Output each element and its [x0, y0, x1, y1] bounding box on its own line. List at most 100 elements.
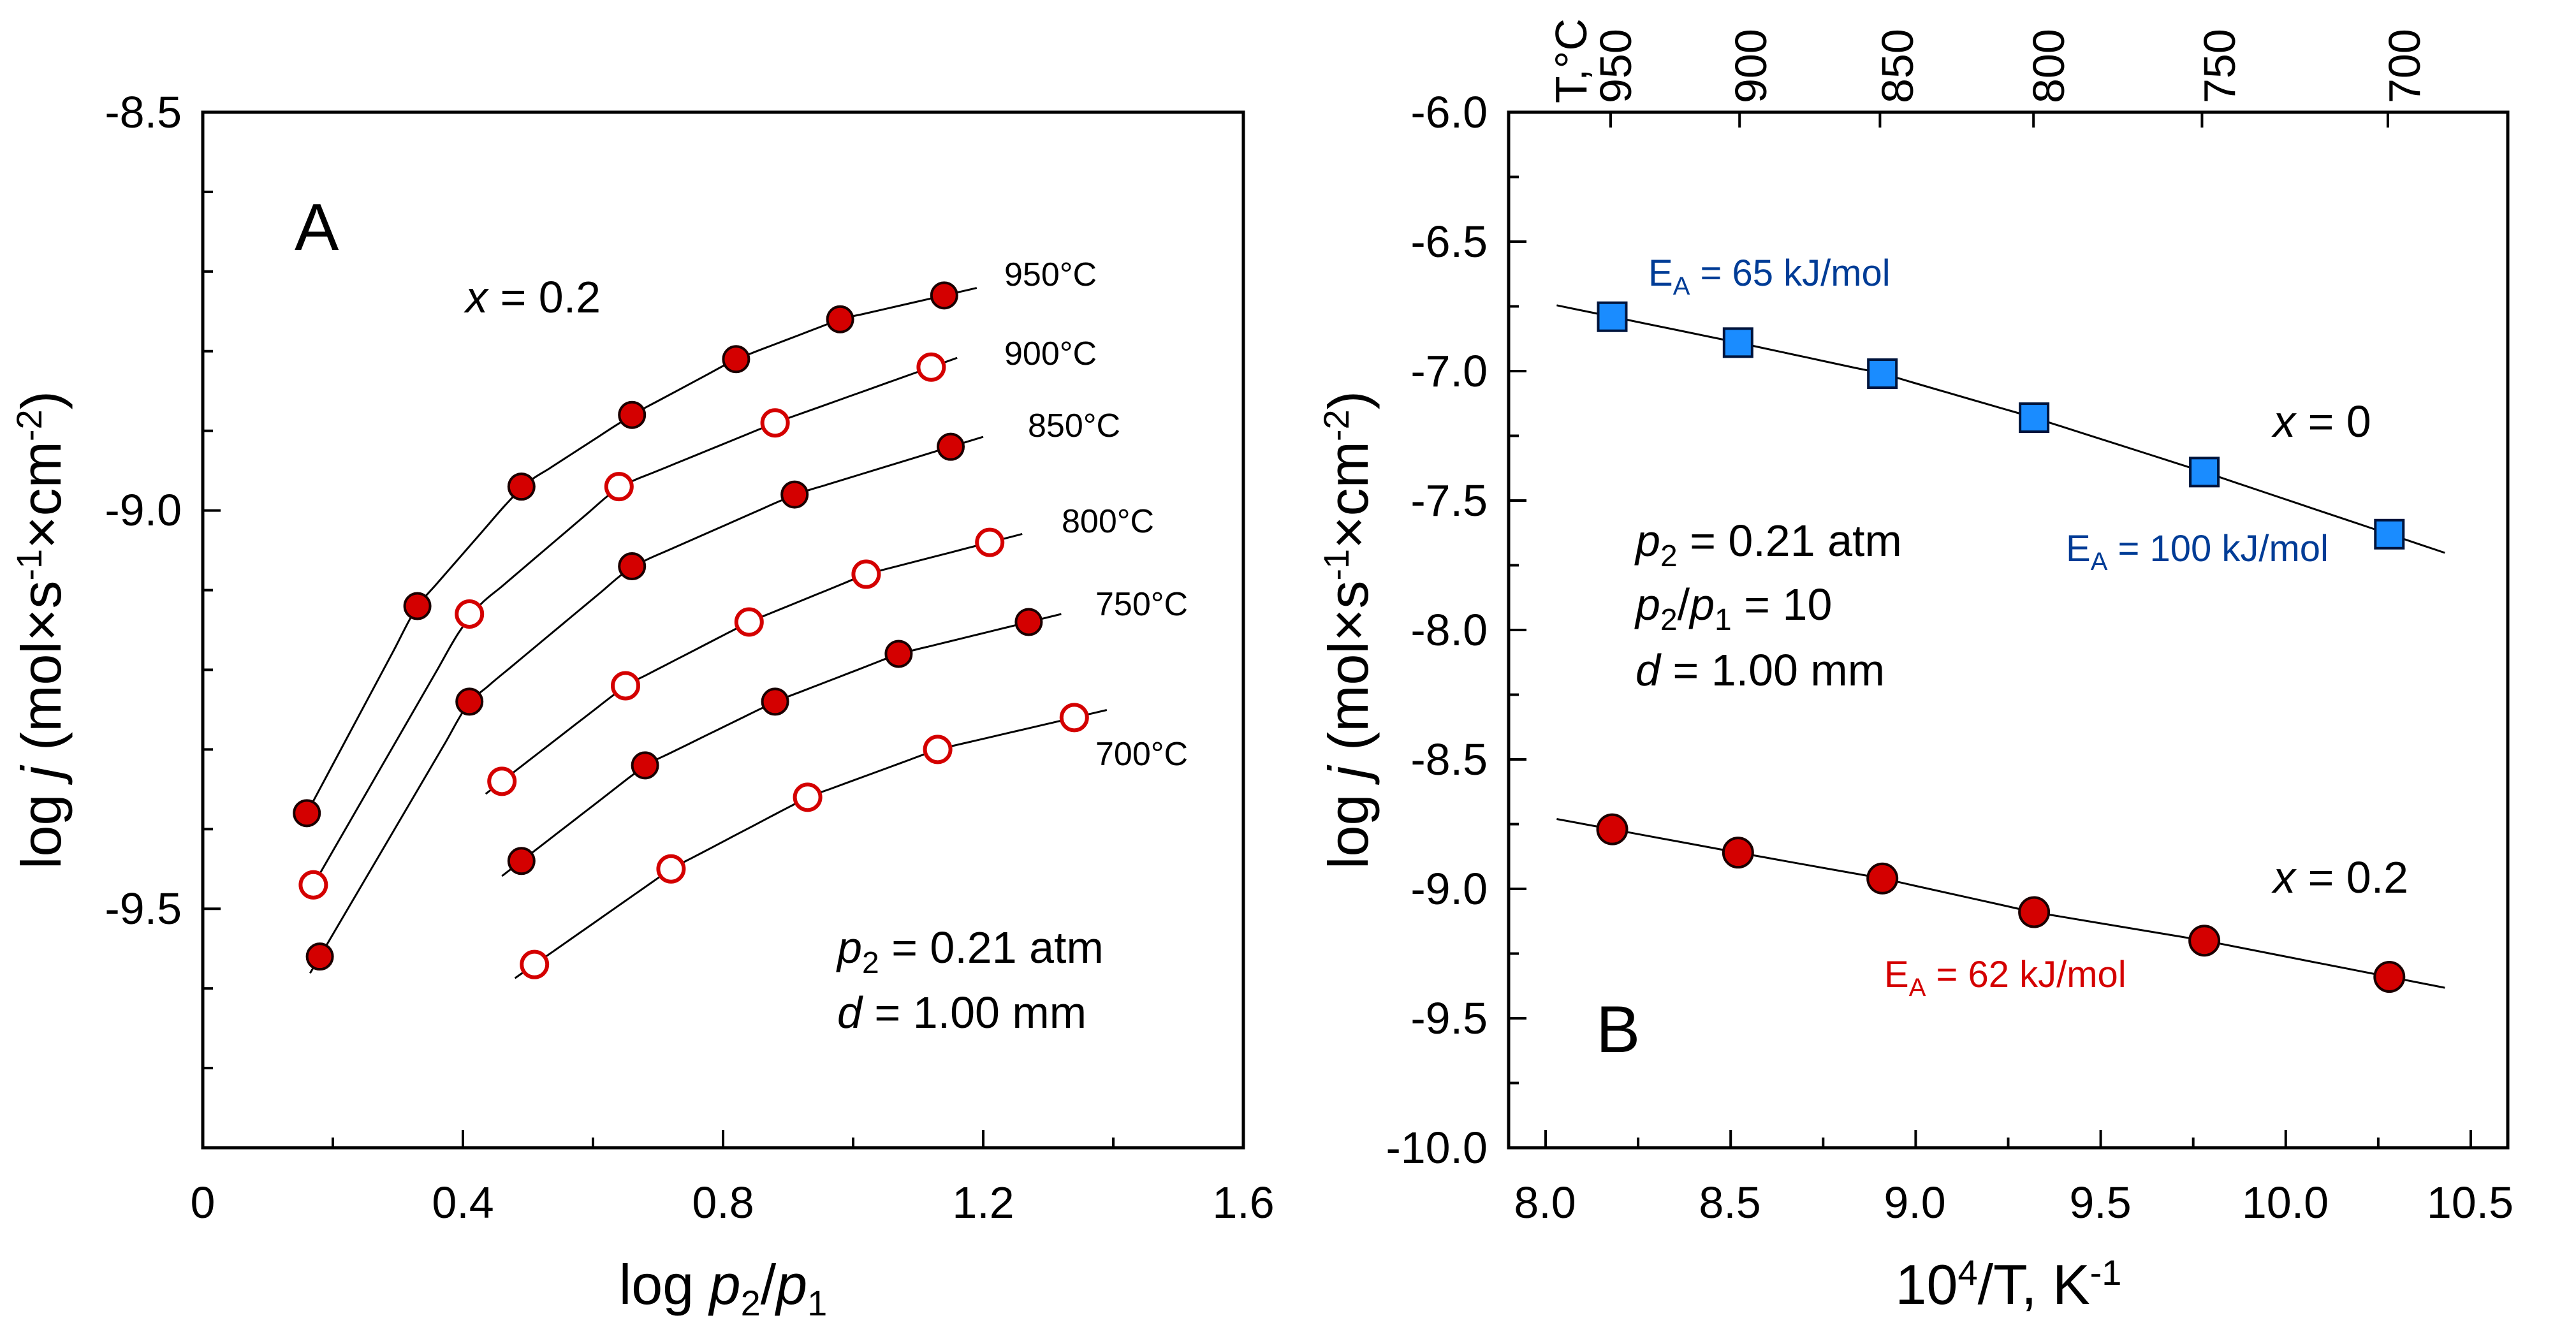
series-label-950: 950°C: [1004, 256, 1097, 293]
data-point-850c: [455, 687, 484, 716]
data-point-950c: [618, 400, 647, 429]
data-point-900c: [604, 472, 634, 502]
data-point-800c: [975, 527, 1005, 557]
data-point-950c: [507, 472, 536, 501]
data-point-850c: [780, 480, 809, 509]
data-point-950c: [722, 345, 750, 374]
data-point-900c: [455, 599, 485, 629]
panel-b-condition-pressure: p2 = 0.21 atm: [1634, 516, 1902, 573]
panel-a-ytick-2: -9.5: [105, 884, 182, 933]
data-point-x02: [1596, 813, 1628, 845]
top-tick-750: 750: [2195, 29, 2244, 103]
panel-b-xtick-3: 9.5: [2069, 1178, 2131, 1227]
data-point-x0: [2189, 457, 2220, 488]
data-point-x02: [1866, 862, 1899, 895]
panel-a-condition-thickness: d = 1.00 mm: [837, 988, 1087, 1037]
panel-b-condition-thickness: d = 1.00 mm: [1636, 645, 1885, 695]
data-point-750c: [507, 847, 536, 875]
panel-b-condition-ratio: p2/p1 = 10: [1634, 580, 1832, 637]
data-point-800c: [734, 607, 764, 637]
panel-b: 8.0 8.5 9.0 9.5 10.0 10.5 -6.0 -6.5 -7.0…: [1316, 18, 2514, 1316]
panel-b-ytick-2: -7.0: [1410, 346, 1488, 396]
panel-b-data-points: [1596, 301, 2406, 993]
data-point-750c: [761, 687, 789, 716]
data-point-850c: [937, 432, 965, 461]
panel-b-x-axis-title: 104/T, K-1: [1896, 1252, 2122, 1316]
series-label-x02: x = 0.2: [2271, 853, 2408, 902]
top-tick-850: 850: [1873, 29, 1922, 103]
data-point-850c: [618, 552, 647, 581]
data-point-950c: [930, 281, 958, 310]
panel-b-ytick-0: -6.0: [1410, 87, 1488, 137]
panel-a-letter: A: [295, 191, 339, 265]
series-label-x0: x = 0: [2271, 397, 2371, 446]
panel-a-xtick-0: 0: [191, 1178, 216, 1227]
series-label-700: 700°C: [1095, 736, 1188, 773]
panel-b-ytick-4: -8.0: [1410, 605, 1488, 655]
panel-b-ytick-5: -8.5: [1410, 735, 1488, 784]
panel-b-y-axis-title: log j (mol×s-1×cm-2): [1316, 391, 1380, 869]
data-point-950c: [403, 592, 432, 620]
panel-b-letter: B: [1596, 993, 1640, 1067]
ea-label-x0-high-t: EA = 65 kJ/mol: [1648, 252, 1891, 300]
ea-label-x02: EA = 62 kJ/mol: [1884, 954, 2126, 1002]
data-point-750c: [631, 751, 659, 780]
series-label-800: 800°C: [1062, 503, 1154, 540]
data-point-900c: [760, 408, 790, 438]
top-tick-800: 800: [2024, 29, 2074, 103]
data-point-900c: [916, 352, 946, 382]
series-label-850: 850°C: [1028, 407, 1120, 444]
fit-curve-850c: [309, 435, 984, 974]
panel-a-ytick-1: -9.0: [105, 485, 182, 535]
panel-a-condition-pressure: p2 = 0.21 atm: [836, 923, 1104, 980]
top-tick-700: 700: [2380, 29, 2429, 103]
data-point-x02: [2373, 961, 2406, 993]
panel-b-xtick-2: 9.0: [1884, 1178, 1945, 1227]
data-point-700c: [1059, 703, 1089, 733]
ea-label-x0-low-t: EA = 100 kJ/mol: [2066, 528, 2329, 576]
panel-a-composition: x = 0.2: [464, 272, 601, 322]
series-label-900: 900°C: [1004, 335, 1097, 372]
panel-a: 0 0.4 0.8 1.2 1.6 -8.5 -9.0 -9.5 log p2/…: [9, 87, 1275, 1323]
series-label-750: 750°C: [1095, 586, 1188, 623]
panel-a-y-axis-title: log j (mol×s-1×cm-2): [9, 391, 73, 869]
data-point-950c: [826, 305, 854, 333]
data-point-x0: [1722, 327, 1753, 358]
panel-b-fit-curves: [1556, 304, 2445, 989]
fit-curve-x0: [1556, 304, 2445, 554]
data-point-750c: [1014, 608, 1043, 636]
panel-b-xtick-0: 8.0: [1514, 1178, 1576, 1227]
data-point-700c: [793, 782, 823, 812]
panel-a-xtick-4: 1.6: [1212, 1178, 1274, 1227]
data-point-x0: [1597, 301, 1628, 332]
panel-a-ytick-0: -8.5: [105, 87, 182, 137]
fit-curve-900c: [305, 356, 958, 897]
top-tick-950: 950: [1591, 29, 1641, 103]
panel-a-fit-curves: [302, 287, 1108, 979]
panel-b-ticks: [1509, 111, 2472, 1149]
data-point-x02: [2018, 896, 2051, 928]
data-point-700c: [656, 854, 686, 884]
panel-a-ticks: [201, 111, 1245, 1149]
data-point-800c: [487, 766, 517, 796]
data-point-700c: [923, 735, 953, 765]
data-point-x0: [2019, 402, 2050, 434]
panel-a-xtick-1: 0.4: [432, 1178, 494, 1227]
panel-b-xtick-1: 8.5: [1699, 1178, 1760, 1227]
panel-b-ytick-8: -10.0: [1386, 1123, 1488, 1173]
panel-b-xtick-4: 10.0: [2242, 1178, 2329, 1227]
data-point-x02: [1722, 837, 1754, 869]
panel-a-x-axis-title: log p2/p1: [619, 1253, 828, 1323]
data-point-750c: [884, 640, 913, 668]
data-point-700c: [520, 949, 550, 979]
fit-curve-750c: [501, 613, 1062, 877]
data-point-x0: [1867, 358, 1898, 390]
data-point-800c: [851, 559, 881, 589]
fit-curve-x02: [1556, 818, 2445, 989]
panel-b-ytick-6: -9.0: [1410, 864, 1488, 914]
top-tick-900: 900: [1726, 29, 1776, 103]
panel-b-ytick-1: -6.5: [1410, 217, 1488, 267]
panel-a-xtick-2: 0.8: [692, 1178, 754, 1227]
data-point-800c: [611, 671, 640, 701]
